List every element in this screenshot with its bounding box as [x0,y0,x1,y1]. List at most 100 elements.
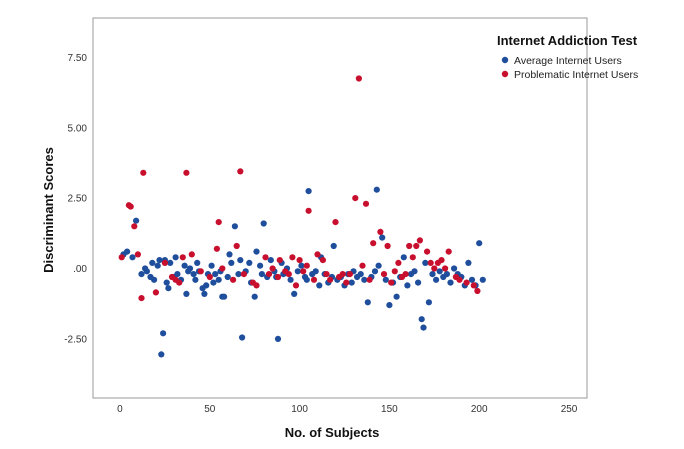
x-axis-ticks: 0 50 100 150 200 250 [117,404,578,415]
data-point-problematic [292,282,300,289]
data-point-average [215,276,222,283]
data-point-problematic [183,169,190,176]
data-point-problematic [438,257,445,264]
data-point-average [208,262,215,269]
data-point-problematic [413,242,420,250]
data-point-average [418,316,425,323]
data-point-problematic [253,282,260,289]
data-point-problematic [206,273,213,281]
legend-title: Internet Addiction Test [497,33,638,48]
data-point-problematic [445,248,452,255]
data-point-problematic [370,240,377,247]
data-point-average [156,257,163,264]
data-point-problematic [197,268,204,275]
data-point-problematic [179,254,186,261]
data-point-problematic [442,265,449,272]
data-point-average [375,262,382,269]
data-point-problematic [359,262,366,269]
data-point-problematic [219,265,226,272]
data-point-problematic [431,265,438,272]
x-axis-title: No. of Subjects [285,425,380,440]
data-point-average [361,276,368,283]
data-point-average [203,282,210,289]
data-point-problematic [152,289,159,296]
data-point-average [239,334,246,341]
data-point-average [221,293,228,300]
data-point-problematic [463,279,470,286]
data-point-problematic [352,195,359,202]
y-tick-label: 7.50 [68,53,88,64]
data-point-problematic [332,219,339,226]
y-tick-label: 2.50 [68,194,88,205]
data-point-average [393,293,400,300]
data-point-average [165,285,172,292]
data-point-average [294,268,301,275]
data-point-problematic [323,271,330,278]
data-point-average [226,251,233,258]
data-point-average [151,276,158,283]
data-point-problematic [384,242,391,250]
data-point-average [251,293,258,300]
data-point-problematic [274,273,282,281]
x-tick-label: 0 [117,404,123,415]
data-point-problematic [265,271,273,278]
data-point-problematic [402,271,409,278]
data-point-problematic [237,168,244,175]
data-point-problematic [303,262,310,269]
data-point-problematic [427,259,434,266]
x-tick-label: 200 [471,404,488,415]
data-point-average [212,271,219,278]
data-point-problematic [213,245,220,252]
data-point-average [476,240,483,247]
data-point-problematic [409,254,416,261]
data-point-average [237,257,244,264]
data-point-problematic [176,279,183,286]
data-point-average [133,217,140,224]
data-point-average [443,271,450,278]
data-point-average [429,271,436,278]
data-point-problematic [188,251,195,258]
data-point-problematic [289,254,296,261]
data-point-average [167,259,174,266]
data-point-problematic [474,287,481,295]
data-point-average [465,259,472,266]
data-point-average [305,188,312,195]
legend-marker-average [501,56,509,64]
data-point-problematic [456,276,463,283]
data-point-problematic [233,242,240,250]
data-point-average [194,259,201,266]
data-point-average [190,271,197,278]
data-point-average [257,262,264,269]
y-tick-label: .00 [73,264,87,275]
data-point-average [371,268,379,275]
y-axis-ticks: 7.50 5.00 2.50 .00 -2.50 [64,53,87,345]
data-point-problematic [300,268,307,275]
data-point-problematic [319,257,326,264]
data-point-average [224,273,231,281]
data-point-average [158,351,165,358]
data-point-average [364,299,371,306]
legend-marker-problematic [501,70,509,78]
data-point-problematic [240,271,247,278]
data-point-average [479,276,486,283]
data-point-problematic [416,237,423,244]
data-point-problematic [131,223,138,230]
data-point-average [420,324,427,331]
data-point-average [303,276,310,283]
data-point-problematic [339,271,346,278]
data-point-average [201,290,208,297]
data-point-problematic [134,251,141,258]
data-point-problematic [377,228,384,235]
x-tick-label: 50 [204,404,216,415]
data-point-problematic [140,169,147,176]
data-point-problematic [296,257,303,264]
plot-frame [92,17,588,399]
data-point-average [274,335,282,342]
data-point-problematic [343,279,350,286]
x-tick-label: 100 [291,404,308,415]
data-point-average [316,282,323,289]
data-point-average [210,279,217,286]
data-point-average [143,268,150,275]
data-point-average [330,242,337,250]
